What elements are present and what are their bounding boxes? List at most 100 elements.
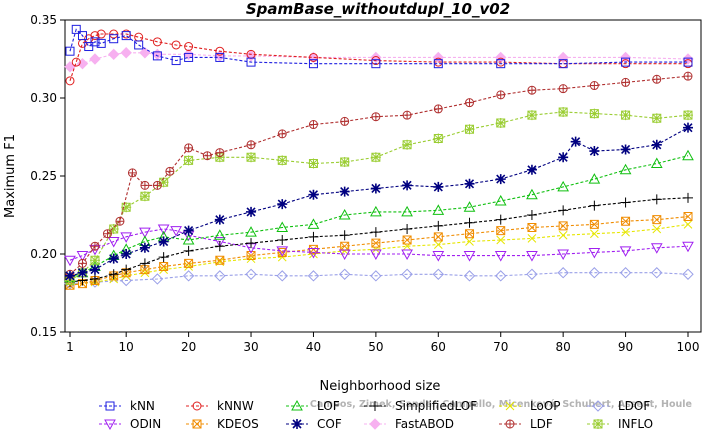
simplifiedlof-point <box>214 241 225 252</box>
legend-item-loop: LoOP <box>499 399 561 413</box>
lof-point <box>338 208 351 220</box>
cof-point <box>139 242 150 253</box>
knn-point <box>215 52 225 62</box>
fastabod-point <box>182 48 195 61</box>
legend-label: kNNW <box>217 399 254 413</box>
odin-point <box>432 251 445 262</box>
inflo-point <box>121 202 132 213</box>
ldf-point <box>102 229 112 239</box>
ldf-point <box>371 112 381 122</box>
inflo-point <box>589 108 600 119</box>
ldf-point <box>589 81 599 91</box>
x-tick-label: 10 <box>119 340 134 354</box>
ldof-point <box>463 270 476 282</box>
x-tick-label: 60 <box>431 340 446 354</box>
ldof-point <box>151 273 164 285</box>
series-lof <box>64 149 694 282</box>
cof-point <box>370 183 381 194</box>
lof-point <box>588 173 601 184</box>
ldf-point <box>558 84 568 94</box>
odin-point <box>307 247 320 259</box>
simplifiedlof-point <box>183 245 194 256</box>
legend-item-lof: LOF <box>286 399 340 413</box>
ldof-point <box>214 270 226 282</box>
series-layer <box>64 24 694 290</box>
cof-point <box>65 270 75 281</box>
legend-label: FastABOD <box>395 417 454 431</box>
cof-point <box>464 178 475 189</box>
legend-ldof-point <box>592 400 604 412</box>
simplifiedlof-point <box>651 194 662 205</box>
loop-point <box>121 271 131 281</box>
knnw-point <box>184 42 194 52</box>
simplifiedlof-point <box>339 230 350 241</box>
series-ldf <box>65 71 693 279</box>
inflo-point <box>246 152 257 163</box>
series-knn <box>65 24 693 69</box>
ldf-point <box>127 168 137 178</box>
kdeos-point <box>558 221 568 231</box>
legend-label: SimplifiedLOF <box>395 399 477 413</box>
cof-point <box>558 152 569 163</box>
knn-point <box>184 52 194 62</box>
lof-point <box>557 180 570 192</box>
x-tick-label: 90 <box>618 340 633 354</box>
cof-point <box>402 180 413 191</box>
inflo-point <box>464 124 475 135</box>
ldf-point <box>308 120 318 130</box>
ldf-point <box>165 166 175 176</box>
inflo-point <box>139 191 150 202</box>
inflo-point <box>620 110 631 121</box>
y-tick-label: 0.15 <box>30 325 57 339</box>
legend: kNN kNNW LOF SimplifiedLOF LoOP LDOF ODIN KDEOS… <box>99 399 653 431</box>
knn-point <box>96 38 106 48</box>
lof-point <box>370 205 382 217</box>
ldof-point <box>401 268 413 280</box>
simplifiedlof-point <box>495 214 506 225</box>
knn-point <box>90 37 100 47</box>
legend-fastabod-point <box>369 418 381 430</box>
odin-point <box>157 224 170 236</box>
y-tick-label: 0.30 <box>30 91 57 105</box>
knn-point <box>683 57 693 67</box>
simplifiedlof-point <box>558 205 569 216</box>
ldf-point <box>115 216 125 226</box>
cof-point <box>339 186 350 197</box>
fastabod-point <box>76 57 89 70</box>
odin-point <box>588 247 601 259</box>
legend-inflo-point <box>593 419 603 429</box>
loop-point <box>652 224 662 234</box>
ldf-point <box>652 74 662 84</box>
cof-point <box>620 144 631 155</box>
ldf-point <box>402 110 412 120</box>
legend-label: LDF <box>530 417 553 431</box>
odin-point <box>170 226 182 237</box>
ldf-point <box>152 180 162 190</box>
simplifiedlof-point <box>464 217 475 228</box>
odin-point <box>120 232 133 243</box>
cof-point <box>570 136 581 147</box>
ldf-point <box>246 140 256 150</box>
legend-knnw-point <box>192 401 202 411</box>
knn-point <box>77 31 87 41</box>
cof-point <box>683 122 693 133</box>
fastabod-point <box>682 53 694 65</box>
simplifiedlof-point <box>308 231 319 242</box>
x-tick-label: 80 <box>556 340 571 354</box>
legend-odin-point <box>104 419 116 431</box>
simplifiedlof-point <box>683 192 693 203</box>
y-tick-label: 0.20 <box>30 247 57 261</box>
x-tick-label: 1 <box>66 340 74 354</box>
odin-point <box>370 249 382 261</box>
ldf-point <box>621 77 631 87</box>
loop-point <box>527 234 537 243</box>
ldof-point <box>182 270 195 282</box>
ldf-point <box>277 129 287 139</box>
knn-point <box>71 24 81 34</box>
inflo-point <box>683 110 693 121</box>
odin-point <box>401 249 413 261</box>
lof-point <box>432 204 445 215</box>
knn-point <box>121 31 131 41</box>
kdeos-point <box>433 232 443 242</box>
ldf-point <box>90 241 100 251</box>
